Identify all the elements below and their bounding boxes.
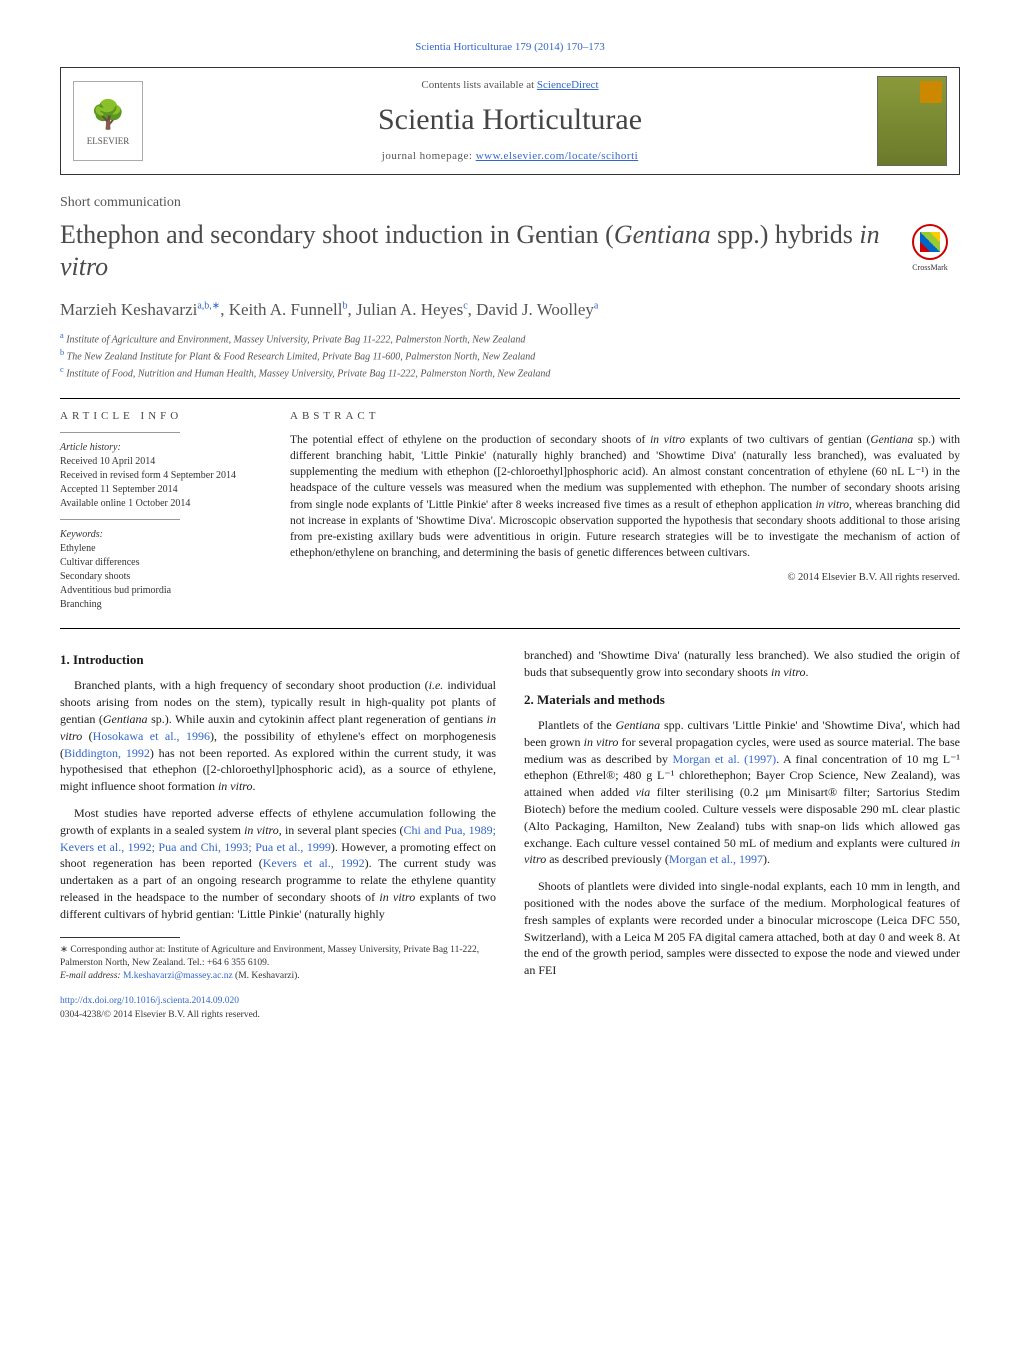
keyword: Branching (60, 598, 260, 612)
rights-line: 0304-4238/© 2014 Elsevier B.V. All right… (60, 1009, 496, 1022)
abstract: abstract The potential effect of ethylen… (290, 409, 960, 612)
contents-available: Contents lists available at ScienceDirec… (143, 78, 877, 93)
footnote-separator (60, 937, 180, 938)
section-heading-introduction: 1. Introduction (60, 651, 496, 669)
doi-link[interactable]: http://dx.doi.org/10.1016/j.scienta.2014… (60, 996, 239, 1006)
section-heading-methods: 2. Materials and methods (524, 691, 960, 709)
column-left: 1. Introduction Branched plants, with a … (60, 647, 496, 1022)
doi: http://dx.doi.org/10.1016/j.scienta.2014… (60, 995, 496, 1008)
keyword: Adventitious bud primordia (60, 584, 260, 598)
journal-homepage-link[interactable]: www.elsevier.com/locate/scihorti (476, 150, 639, 162)
citation-link[interactable]: Kevers et al., 1992 (263, 856, 365, 870)
body-paragraph: Most studies have reported adverse effec… (60, 805, 496, 923)
keyword: Cultivar differences (60, 556, 260, 570)
article-type: Short communication (60, 193, 960, 213)
body-paragraph: Shoots of plantlets were divided into si… (524, 878, 960, 979)
date-accepted: Accepted 11 September 2014 (60, 483, 260, 497)
journal-homepage: journal homepage: www.elsevier.com/locat… (143, 149, 877, 164)
body-paragraph: branched) and 'Showtime Diva' (naturally… (524, 647, 960, 681)
authors: Marzieh Keshavarzia,b,∗, Keith A. Funnel… (60, 298, 960, 322)
crossmark-badge[interactable]: CrossMark (900, 219, 960, 279)
article-title: Ethephon and secondary shoot induction i… (60, 219, 888, 284)
citation-link[interactable]: Biddington, 1992 (64, 746, 150, 760)
divider (60, 398, 960, 399)
article-info-heading: article info (60, 409, 260, 424)
crossmark-label: CrossMark (912, 262, 948, 273)
crossmark-icon (912, 224, 948, 260)
date-revised: Received in revised form 4 September 201… (60, 469, 260, 483)
abstract-copyright: © 2014 Elsevier B.V. All rights reserved… (290, 571, 960, 586)
journal-header: 🌳 ELSEVIER Contents lists available at S… (60, 67, 960, 175)
journal-cover-thumbnail (877, 76, 947, 166)
citation-link[interactable]: Morgan et al. (1997) (673, 752, 777, 766)
corresponding-author-footnote: ∗ Corresponding author at: Institute of … (60, 944, 496, 984)
keyword: Ethylene (60, 542, 260, 556)
divider (60, 628, 960, 629)
date-online: Available online 1 October 2014 (60, 497, 260, 511)
history-label: Article history: (60, 441, 260, 455)
publisher-name: ELSEVIER (87, 135, 130, 148)
keyword: Secondary shoots (60, 570, 260, 584)
column-right: branched) and 'Showtime Diva' (naturally… (524, 647, 960, 1022)
journal-title: Scientia Horticulturae (143, 99, 877, 141)
sciencedirect-link[interactable]: ScienceDirect (537, 79, 599, 91)
article-info: article info Article history: Received 1… (60, 409, 260, 612)
abstract-heading: abstract (290, 409, 960, 424)
keywords-label: Keywords: (60, 528, 260, 542)
elsevier-tree-icon: 🌳 (91, 96, 126, 135)
date-received: Received 10 April 2014 (60, 455, 260, 469)
journal-reference: Scientia Horticulturae 179 (2014) 170–17… (60, 40, 960, 55)
citation-link[interactable]: Morgan et al., 1997 (669, 852, 763, 866)
affiliations: a Institute of Agriculture and Environme… (60, 330, 960, 382)
elsevier-logo: 🌳 ELSEVIER (73, 81, 143, 161)
abstract-text: The potential effect of ethylene on the … (290, 432, 960, 561)
citation-link[interactable]: Hosokawa et al., 1996 (93, 729, 210, 743)
email-link[interactable]: M.keshavarzi@massey.ac.nz (123, 971, 233, 981)
body-paragraph: Plantlets of the Gentiana spp. cultivars… (524, 717, 960, 868)
body-paragraph: Branched plants, with a high frequency o… (60, 677, 496, 795)
